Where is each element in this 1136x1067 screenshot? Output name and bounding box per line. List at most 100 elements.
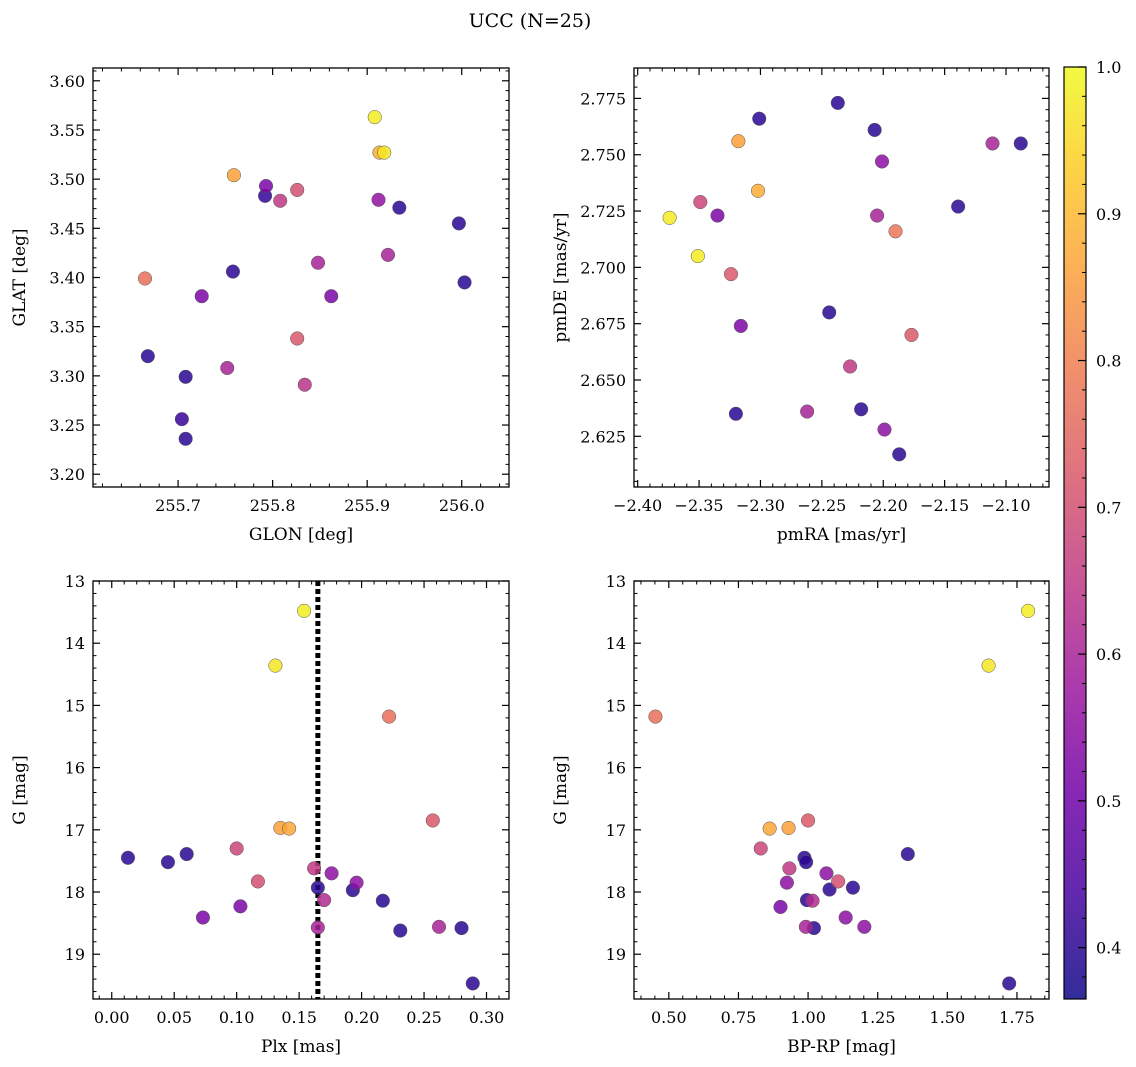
data-point	[781, 820, 796, 835]
data-point	[307, 861, 322, 876]
y-tick-label: 2.750	[580, 146, 626, 165]
y-tick-label: 16	[65, 759, 85, 778]
x-tick-label: −2.20	[859, 496, 908, 515]
data-point	[160, 855, 176, 870]
data-point	[854, 402, 869, 417]
colorbar-tick-label: 0.7	[1096, 498, 1121, 517]
data-point	[648, 709, 663, 724]
data-point	[220, 360, 235, 376]
y-tick-label: 18	[65, 883, 85, 902]
y-tick-label: 3.35	[49, 318, 85, 337]
x-tick-label: 0.15	[281, 1008, 317, 1027]
x-tick-label: 0.30	[469, 1008, 505, 1027]
data-point	[310, 880, 325, 895]
y-tick-label: 2.775	[580, 89, 626, 108]
data-point	[1013, 136, 1028, 151]
data-point	[250, 874, 265, 889]
data-point	[870, 208, 885, 223]
x-tick-label: 256.0	[439, 496, 485, 515]
colorbar-tick-label: 0.5	[1096, 792, 1121, 811]
data-point	[723, 267, 739, 282]
data-point	[838, 910, 853, 925]
data-point	[819, 866, 834, 881]
data-point	[392, 200, 407, 215]
data-point	[1021, 603, 1036, 618]
x-tick-label: −2.30	[736, 496, 785, 515]
data-point	[282, 821, 297, 836]
colorbar-tick-label: 0.4	[1096, 939, 1121, 958]
axes-frame	[92, 67, 510, 488]
data-point	[782, 861, 797, 876]
data-point	[393, 923, 408, 938]
data-point	[904, 327, 919, 342]
data-point	[888, 224, 903, 239]
data-point	[801, 813, 816, 828]
x-tick-label: 0.00	[94, 1008, 130, 1027]
data-point	[981, 658, 996, 673]
x-tick-label: 0.05	[156, 1008, 192, 1027]
data-point	[951, 199, 966, 214]
y-axis-label: pmDE [mas/yr]	[551, 212, 571, 342]
y-tick-label: 3.40	[49, 269, 85, 288]
data-point	[690, 249, 705, 264]
y-tick-label: 17	[65, 821, 85, 840]
data-point	[773, 899, 788, 914]
data-point	[843, 359, 858, 374]
data-point	[457, 275, 472, 290]
data-point	[830, 95, 845, 110]
y-tick-label: 14	[65, 634, 85, 653]
x-tick-label: 0.50	[651, 1008, 687, 1027]
x-tick-label: −2.40	[613, 496, 662, 515]
x-axis-label: Plx [mas]	[261, 1037, 341, 1057]
x-axis-label: pmRA [mas/yr]	[777, 525, 906, 545]
x-axis-label: BP-RP [mag]	[787, 1037, 896, 1057]
panel-4: 0.50 0.75 1.00 1.25 1.50 1.75 13 14 15 16 17 18 19 BP…	[551, 572, 1050, 1057]
data-point	[710, 208, 725, 223]
x-tick-label: 255.7	[155, 496, 201, 515]
y-tick-label: 2.650	[580, 371, 626, 390]
data-point	[779, 875, 794, 890]
x-tick-label: 1.00	[790, 1008, 826, 1027]
data-point	[290, 182, 305, 198]
data-point	[752, 111, 767, 126]
axes-frame	[633, 67, 1050, 488]
scatter-points	[648, 603, 1036, 991]
x-tick-label: −2.25	[797, 496, 846, 515]
data-point	[120, 850, 136, 865]
data-point	[310, 255, 326, 270]
data-point	[1002, 976, 1017, 991]
data-point	[290, 331, 305, 346]
data-point	[845, 880, 860, 895]
data-point	[382, 709, 397, 724]
data-point	[762, 821, 777, 836]
y-tick-label: 18	[606, 883, 626, 902]
data-point	[194, 289, 209, 304]
data-point	[431, 919, 447, 934]
data-point	[324, 866, 339, 881]
data-point	[226, 168, 241, 183]
data-point	[750, 183, 766, 198]
data-point	[693, 194, 708, 210]
data-point	[800, 404, 815, 419]
y-tick-label: 2.700	[580, 258, 626, 277]
data-point	[465, 976, 480, 991]
panel-1: 255.7 255.8 255.9 256.0 3.20 3.25 3.30 3.35 3.40…	[10, 67, 510, 545]
y-tick-label: 3.50	[49, 170, 85, 189]
y-tick-label: 3.25	[49, 416, 85, 435]
y-tick-label: 3.45	[49, 219, 85, 238]
data-point	[867, 122, 882, 137]
colorbar-tick-label: 0.6	[1096, 645, 1121, 664]
data-point	[731, 134, 746, 149]
data-point	[140, 349, 155, 364]
x-tick-label: 1.50	[930, 1008, 966, 1027]
data-point	[799, 855, 814, 870]
data-point	[178, 431, 193, 446]
y-tick-label: 2.725	[580, 202, 626, 221]
data-point	[662, 210, 677, 225]
y-tick-label: 15	[606, 696, 626, 715]
y-axis-label: GLAT [deg]	[10, 228, 30, 326]
x-tick-label: 0.10	[219, 1008, 255, 1027]
x-tick-label: 1.25	[860, 1008, 896, 1027]
colorbar-tick-label: 0.9	[1096, 205, 1121, 224]
data-point	[425, 813, 440, 828]
